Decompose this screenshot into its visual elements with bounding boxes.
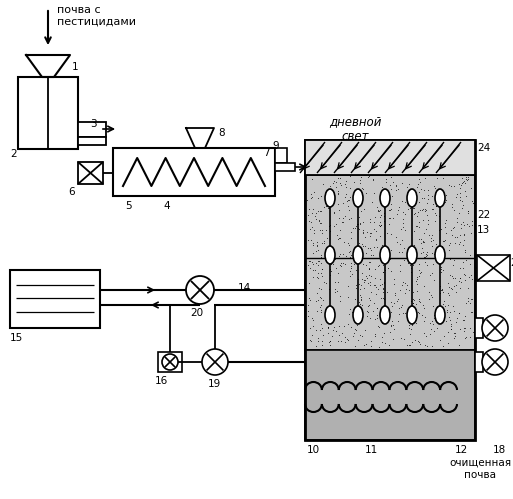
Ellipse shape (407, 189, 417, 207)
Ellipse shape (407, 246, 417, 264)
Text: 16: 16 (155, 376, 168, 386)
Text: 22: 22 (477, 210, 490, 220)
Bar (475, 352, 483, 372)
Bar (475, 318, 483, 338)
Bar (275, 148, 287, 163)
Circle shape (482, 315, 508, 341)
Ellipse shape (380, 246, 390, 264)
Bar (78, 122, 106, 137)
Ellipse shape (435, 246, 445, 264)
Ellipse shape (407, 306, 417, 324)
Ellipse shape (353, 246, 363, 264)
Text: 3: 3 (90, 119, 96, 129)
Text: 7: 7 (263, 148, 270, 158)
Text: 4: 4 (163, 201, 170, 211)
Text: 10: 10 (307, 445, 320, 455)
Text: очищенная
почва: очищенная почва (449, 458, 511, 480)
Bar (305, 350, 475, 440)
Text: почва с
пестицидами: почва с пестицидами (57, 5, 136, 26)
Circle shape (202, 349, 228, 375)
Text: 23: 23 (510, 258, 513, 268)
Bar (78, 137, 106, 145)
Text: 24: 24 (477, 143, 490, 153)
Ellipse shape (325, 189, 335, 207)
Bar (10, 270, 100, 328)
Text: 8: 8 (218, 128, 225, 138)
Text: 9: 9 (272, 141, 279, 151)
Ellipse shape (380, 189, 390, 207)
Circle shape (186, 276, 214, 304)
Bar (78, 162, 103, 184)
Text: 2: 2 (10, 149, 16, 159)
Ellipse shape (435, 306, 445, 324)
Text: 14: 14 (238, 283, 251, 293)
Text: 18: 18 (493, 445, 506, 455)
Circle shape (482, 349, 508, 375)
Bar (113, 148, 275, 196)
Text: 5: 5 (125, 201, 132, 211)
Ellipse shape (325, 246, 335, 264)
Text: 6: 6 (68, 187, 74, 197)
Ellipse shape (325, 306, 335, 324)
Text: дневной
свет: дневной свет (329, 115, 381, 143)
Bar (18, 77, 78, 149)
Ellipse shape (435, 189, 445, 207)
Bar (477, 255, 510, 281)
Text: 13: 13 (477, 225, 490, 235)
Text: 12: 12 (455, 445, 468, 455)
Circle shape (162, 354, 178, 370)
Ellipse shape (380, 306, 390, 324)
Bar (275, 163, 295, 171)
Bar (158, 352, 182, 372)
Bar (305, 140, 475, 440)
Text: 20: 20 (190, 308, 203, 318)
Bar (305, 140, 475, 175)
Ellipse shape (353, 306, 363, 324)
Text: 11: 11 (365, 445, 378, 455)
Text: 15: 15 (10, 333, 23, 343)
Text: 19: 19 (208, 379, 221, 389)
Bar (305, 175, 475, 350)
Text: 1: 1 (72, 62, 78, 72)
Ellipse shape (353, 189, 363, 207)
